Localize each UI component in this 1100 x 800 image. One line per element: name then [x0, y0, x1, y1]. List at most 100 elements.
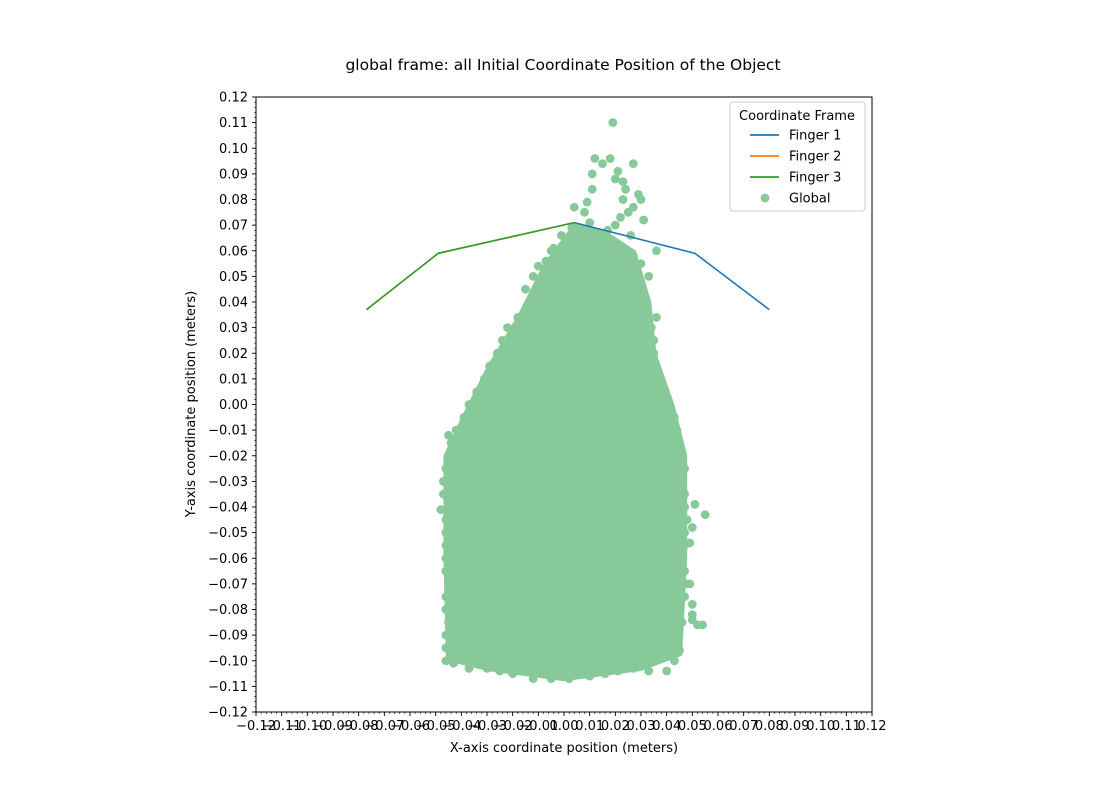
data-point	[700, 510, 710, 520]
data-point	[528, 272, 538, 281]
x-tick-label: −0.08	[339, 719, 379, 734]
data-point	[587, 169, 597, 179]
x-tick-label: 0.02	[601, 719, 630, 734]
x-axis: −0.12−0.11−0.10−0.09−0.08−0.07−0.06−0.05…	[236, 712, 886, 734]
y-tick-label: −0.01	[208, 424, 248, 439]
y-tick-label: 0.03	[219, 321, 248, 336]
data-point	[598, 159, 607, 169]
y-tick-label: −0.07	[208, 577, 248, 592]
series-line-finger-1	[574, 221, 770, 311]
y-tick-label: 0.00	[219, 398, 248, 413]
x-tick-label: 0.10	[806, 719, 835, 734]
x-axis-label: X-axis coordinate position (meters)	[450, 741, 678, 756]
x-tick-label: −0.06	[390, 719, 430, 734]
x-tick-label: 0.04	[652, 719, 681, 734]
x-tick-label: −0.02	[493, 719, 533, 734]
y-tick-label: 0.10	[219, 142, 248, 157]
data-point	[436, 505, 446, 514]
data-point	[621, 184, 630, 194]
x-tick-label: 0.01	[575, 719, 604, 734]
data-point	[521, 284, 530, 294]
data-point	[662, 666, 672, 676]
x-tick-label: 0.08	[755, 719, 784, 734]
data-point	[569, 202, 579, 212]
data-point	[618, 195, 628, 204]
data-point	[685, 538, 695, 548]
x-tick-label: 0.11	[832, 719, 861, 734]
x-tick-label: −0.12	[236, 719, 276, 734]
y-tick-label: −0.05	[208, 526, 248, 541]
x-tick-label: −0.11	[262, 719, 302, 734]
x-tick-label: 0.03	[627, 719, 656, 734]
legend-entry-label: Global	[789, 192, 830, 207]
y-tick-label: −0.10	[208, 654, 248, 669]
data-point	[582, 197, 592, 207]
data-point	[533, 261, 543, 271]
data-point	[585, 218, 595, 228]
data-point	[644, 272, 654, 281]
legend-entry-label: Finger 3	[789, 171, 841, 186]
y-tick-label: 0.09	[219, 167, 248, 182]
data-point	[618, 177, 628, 187]
legend-title: Coordinate Frame	[739, 109, 855, 124]
y-tick-label: 0.01	[219, 372, 248, 387]
data-point	[628, 159, 638, 169]
data-point	[444, 430, 453, 440]
data-point	[610, 220, 620, 230]
series-line-finger-3	[365, 221, 575, 311]
y-tick-label: −0.08	[208, 603, 248, 618]
data-point	[687, 523, 697, 532]
chart-title: global frame: all Initial Coordinate Pos…	[345, 56, 780, 74]
x-tick-label: −0.10	[287, 719, 327, 734]
y-tick-label: 0.05	[219, 270, 248, 285]
x-tick-label: −0.05	[416, 719, 456, 734]
y-tick-label: 0.07	[219, 219, 248, 234]
data-point	[652, 246, 661, 256]
data-point	[587, 184, 597, 194]
data-point	[590, 154, 600, 163]
y-tick-label: 0.02	[219, 347, 248, 362]
data-point	[608, 118, 618, 127]
x-tick-label: −0.04	[441, 719, 481, 734]
x-tick-label: −0.09	[313, 719, 353, 734]
data-point	[616, 213, 625, 222]
data-point	[687, 600, 697, 609]
point-cloud-fill	[443, 222, 688, 682]
legend-entry-label: Finger 1	[789, 129, 841, 144]
data-point	[605, 154, 615, 163]
data-point	[687, 615, 697, 625]
x-tick-label: 0.07	[729, 719, 758, 734]
y-tick-label: 0.06	[219, 244, 248, 259]
legend-marker-swatch	[760, 193, 770, 203]
x-tick-label: 0.00	[550, 719, 579, 734]
y-tick-label: −0.09	[208, 629, 248, 644]
data-point	[639, 215, 648, 225]
y-tick-label: 0.12	[219, 91, 248, 106]
x-tick-label: −0.03	[467, 719, 507, 734]
data-point	[698, 620, 707, 630]
data-point	[685, 579, 695, 589]
y-tick-label: 0.04	[219, 296, 248, 311]
x-tick-label: 0.05	[678, 719, 707, 734]
y-tick-label: 0.08	[219, 193, 248, 208]
data-point	[636, 195, 646, 204]
legend: Coordinate Frame Finger 1 Finger 2 Finger …	[729, 101, 866, 212]
data-point	[623, 207, 633, 217]
y-tick-label: −0.03	[208, 475, 248, 490]
data-point	[690, 500, 700, 509]
x-tick-label: −0.01	[518, 719, 558, 734]
data-point	[610, 174, 620, 184]
y-tick-label: −0.12	[208, 706, 248, 721]
y-tick-label: 0.11	[219, 116, 248, 131]
x-tick-label: 0.12	[858, 719, 887, 734]
data-point	[580, 207, 589, 217]
y-tick-label: −0.06	[208, 552, 248, 567]
data-point	[652, 313, 661, 322]
y-axis-label: Y-axis coordinate position (meters)	[184, 291, 199, 518]
data-point	[613, 166, 623, 176]
y-tick-label: −0.11	[208, 680, 248, 695]
x-tick-label: −0.07	[364, 719, 404, 734]
x-tick-label: 0.06	[704, 719, 733, 734]
plot-area	[365, 118, 770, 684]
